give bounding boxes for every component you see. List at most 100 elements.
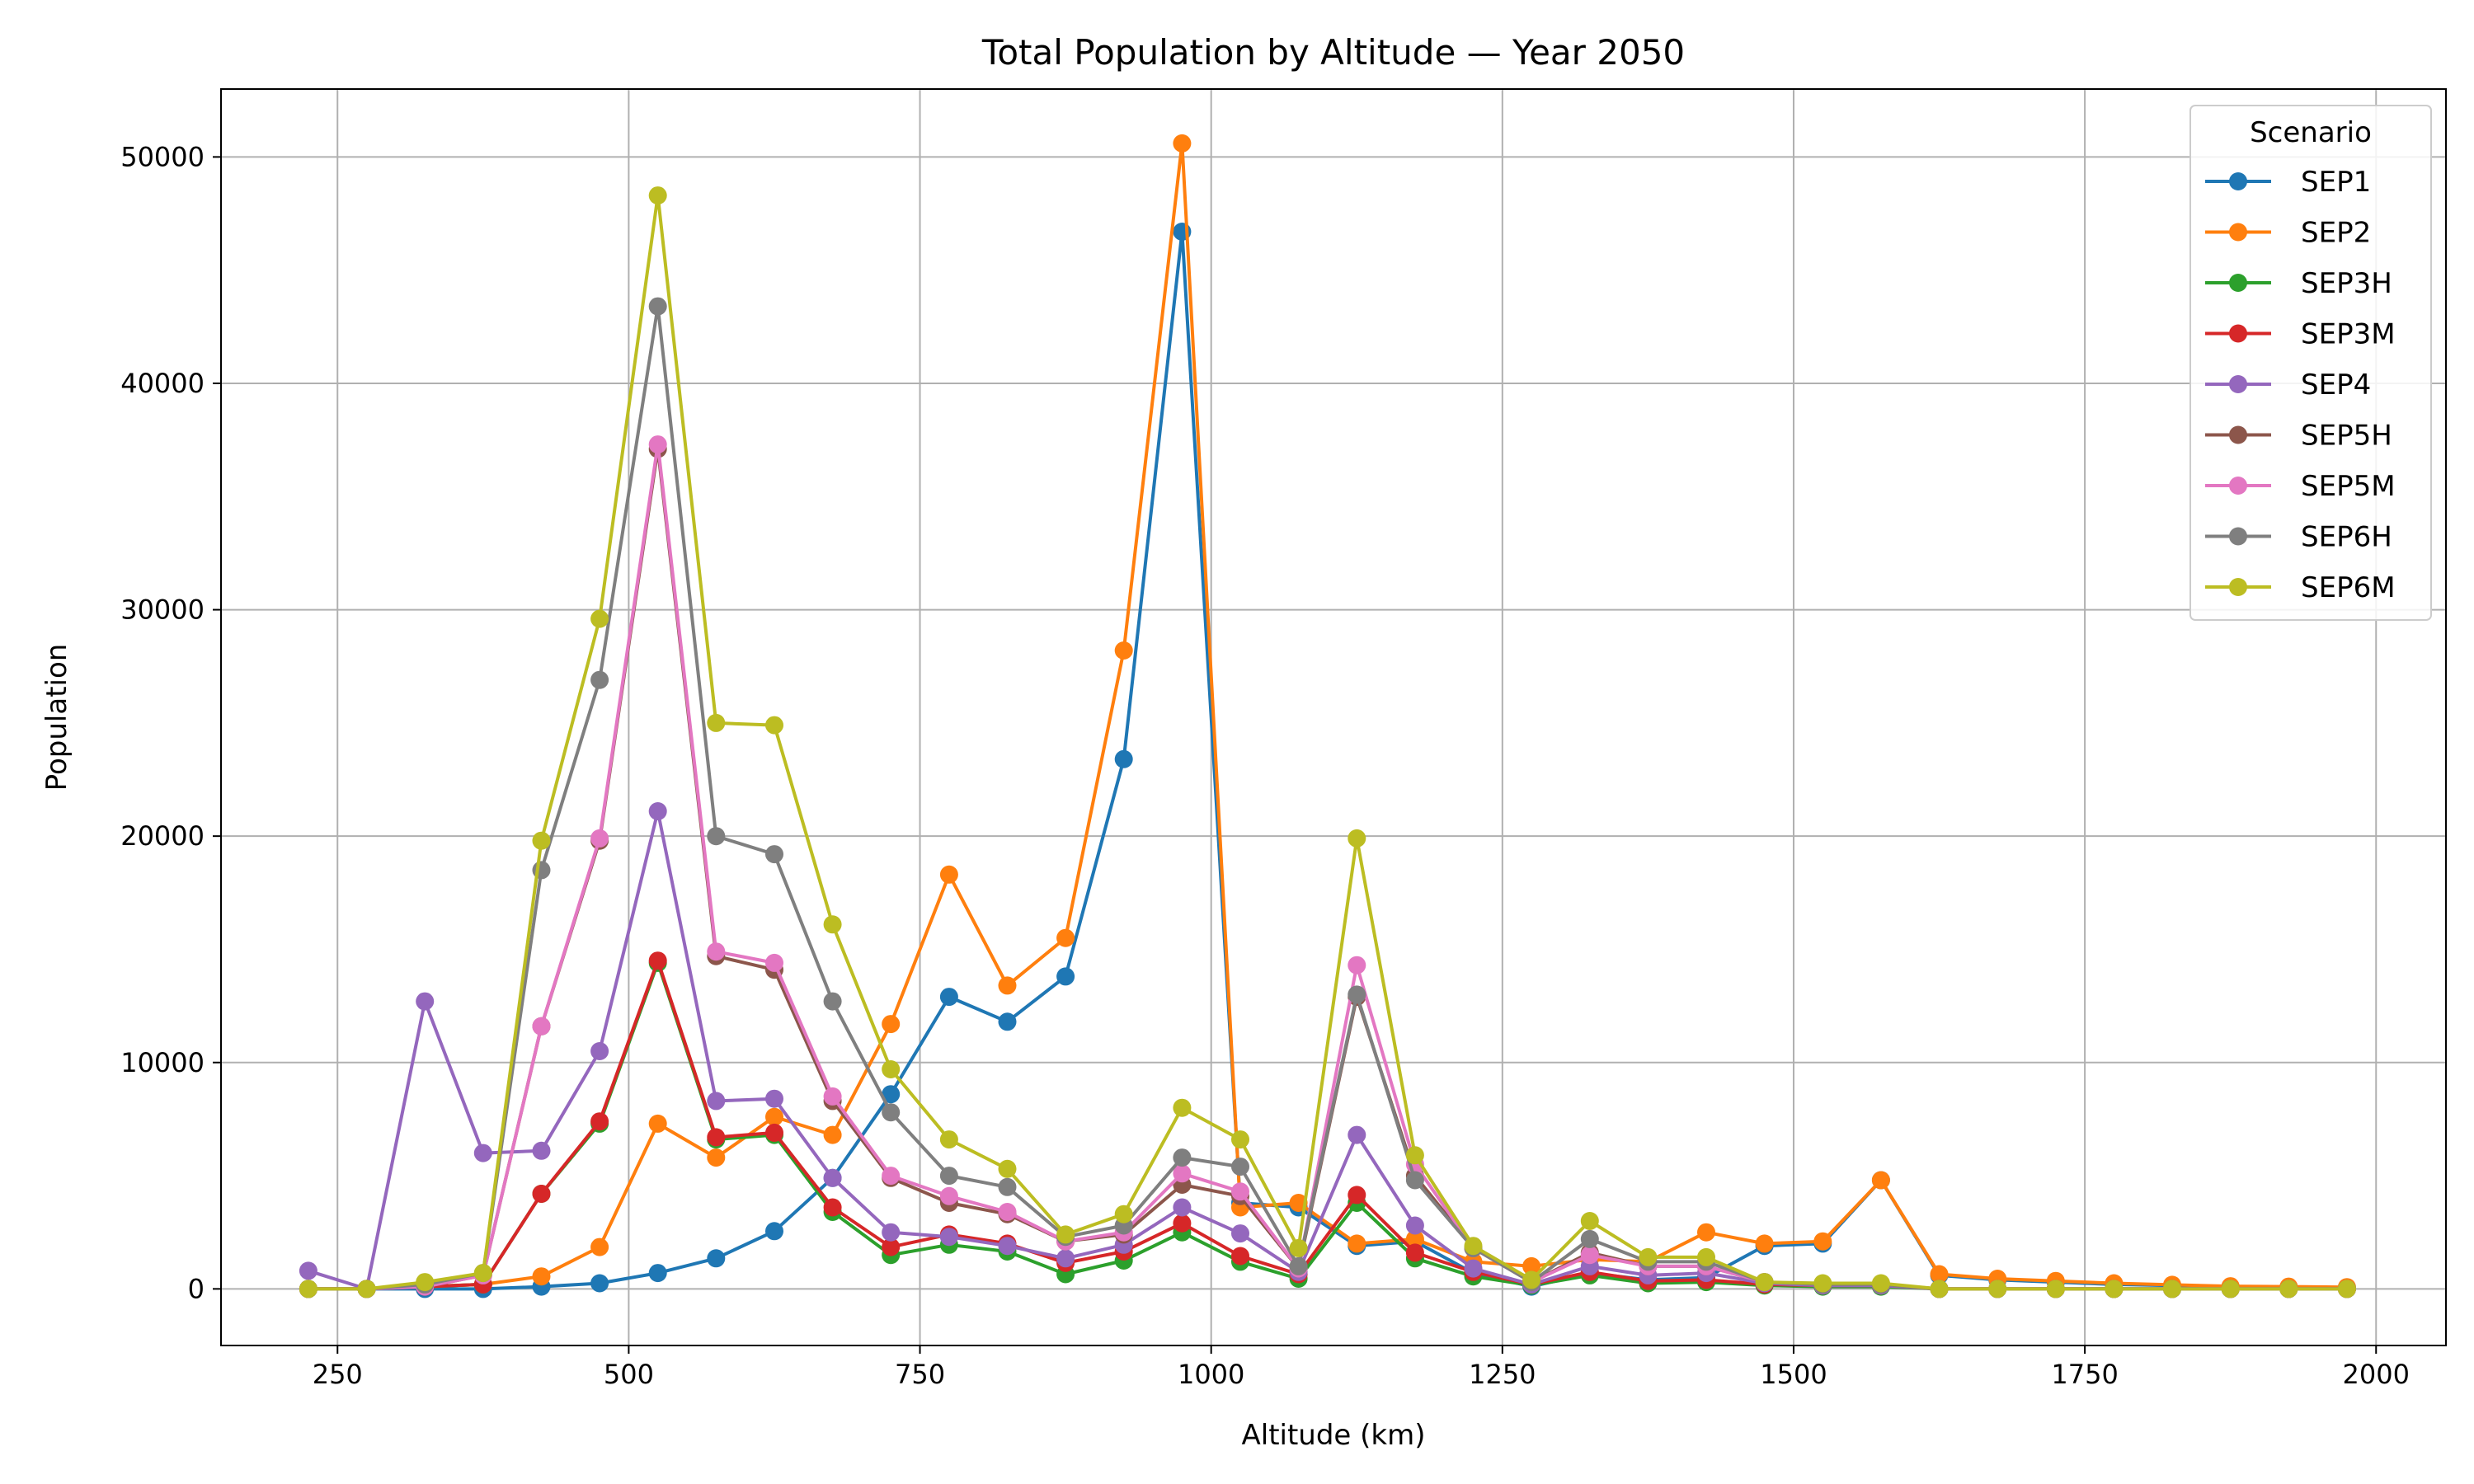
data-point (1289, 1238, 1308, 1257)
data-point (882, 1223, 901, 1242)
data-point (2337, 1280, 2356, 1298)
data-point (1173, 1098, 1192, 1117)
x-tick-label: 1750 (2051, 1359, 2118, 1390)
data-point (532, 1141, 551, 1160)
legend-marker (2229, 425, 2247, 444)
data-point (590, 1112, 609, 1131)
data-point (998, 1159, 1017, 1178)
data-point (823, 1087, 842, 1106)
data-point (1871, 1171, 1890, 1190)
data-point (882, 1085, 901, 1104)
data-point (823, 992, 842, 1011)
data-point (1348, 1234, 1366, 1253)
data-point (1464, 1259, 1483, 1278)
data-point (707, 1249, 726, 1268)
data-point (1289, 1256, 1308, 1275)
data-point (765, 1222, 783, 1241)
data-point (823, 1168, 842, 1187)
legend-label: SEP1 (2301, 166, 2371, 199)
x-tick-label: 250 (313, 1359, 363, 1390)
legend-box (2189, 105, 2432, 621)
data-point (648, 297, 667, 316)
data-point (765, 1107, 783, 1126)
data-point (1871, 1274, 1890, 1293)
data-point (823, 1198, 842, 1217)
legend-items: SEP1 SEP2 SEP3H SEP3M SEP4 SEP5H SEP5M SEP6H SEP… (2205, 166, 2396, 604)
legend-label: SEP4 (2301, 369, 2371, 402)
data-point (939, 1130, 958, 1149)
data-point (1231, 1182, 1249, 1201)
data-point (1231, 1158, 1249, 1176)
data-point (1173, 1148, 1192, 1167)
data-point (1813, 1274, 1832, 1293)
legend-marker (2229, 324, 2247, 343)
data-point (532, 1017, 551, 1036)
data-point (1231, 1224, 1249, 1243)
legend-marker (2229, 477, 2247, 495)
data-point (1056, 1225, 1075, 1244)
data-point (823, 915, 842, 934)
data-point (590, 1274, 609, 1293)
data-point (1348, 956, 1366, 974)
data-point (590, 670, 609, 689)
data-point (998, 1203, 1017, 1221)
x-tick-label: 2000 (2343, 1359, 2410, 1390)
data-point (2163, 1280, 2181, 1298)
data-point (707, 827, 726, 846)
y-tick-label: 20000 (120, 820, 205, 852)
data-point (1348, 1125, 1366, 1144)
plot-frame (220, 88, 2447, 1346)
data-point (882, 1237, 901, 1256)
data-point (765, 1089, 783, 1108)
legend-item-SEP5H: SEP5H (2205, 420, 2392, 453)
x-tick-label: 500 (604, 1359, 654, 1390)
data-point (882, 1015, 901, 1034)
legend-item-SEP6H: SEP6H (2205, 521, 2392, 554)
data-point (1930, 1265, 1949, 1284)
data-point (998, 1237, 1017, 1256)
y-tick-label: 30000 (120, 594, 205, 626)
legend-item-SEP6M: SEP6M (2205, 571, 2396, 604)
data-point (416, 992, 435, 1011)
data-point (939, 865, 958, 884)
x-axis-ticks: 250 500 750 1000 1250 1500 1750 2000 (313, 1345, 2410, 1390)
data-point (1056, 928, 1075, 947)
data-point (1464, 1237, 1483, 1256)
data-point (1639, 1247, 1658, 1266)
data-point (882, 1060, 901, 1078)
data-point (1056, 1249, 1075, 1268)
data-point (1114, 1205, 1133, 1223)
legend-label: SEP5H (2301, 420, 2392, 453)
data-point (1348, 985, 1366, 1004)
data-point (1697, 1247, 1715, 1266)
data-point (939, 1167, 958, 1186)
data-point (1405, 1243, 1424, 1262)
data-point (1580, 1246, 1599, 1265)
data-point (1580, 1212, 1599, 1230)
data-point (1813, 1232, 1832, 1251)
legend-label: SEP3M (2301, 318, 2396, 351)
data-point (1173, 1198, 1192, 1217)
data-point (1580, 1229, 1599, 1248)
legend-title: Scenario (2250, 116, 2372, 149)
legend-marker (2229, 223, 2247, 242)
x-axis-label: Altitude (km) (1241, 1419, 1425, 1452)
legend-marker (2229, 172, 2247, 190)
data-point (707, 1148, 726, 1167)
y-tick-label: 0 (188, 1273, 205, 1304)
data-point (2046, 1280, 2065, 1298)
data-point (1173, 134, 1192, 153)
data-point (998, 976, 1017, 995)
series-line (308, 194, 2347, 1291)
data-point (2105, 1280, 2124, 1298)
legend: Scenario SEP1 SEP2 SEP3H SEP3M SEP4 SEP5H SEP5… (2189, 105, 2432, 621)
legend-label: SEP6H (2301, 521, 2392, 554)
y-tick-label: 10000 (120, 1047, 205, 1078)
x-tick-label: 1250 (1469, 1359, 1536, 1390)
series-SEP6M (299, 186, 2356, 1298)
y-tick-label: 50000 (120, 141, 205, 172)
data-point (648, 1114, 667, 1133)
data-point (532, 1185, 551, 1203)
legend-marker (2229, 578, 2247, 596)
